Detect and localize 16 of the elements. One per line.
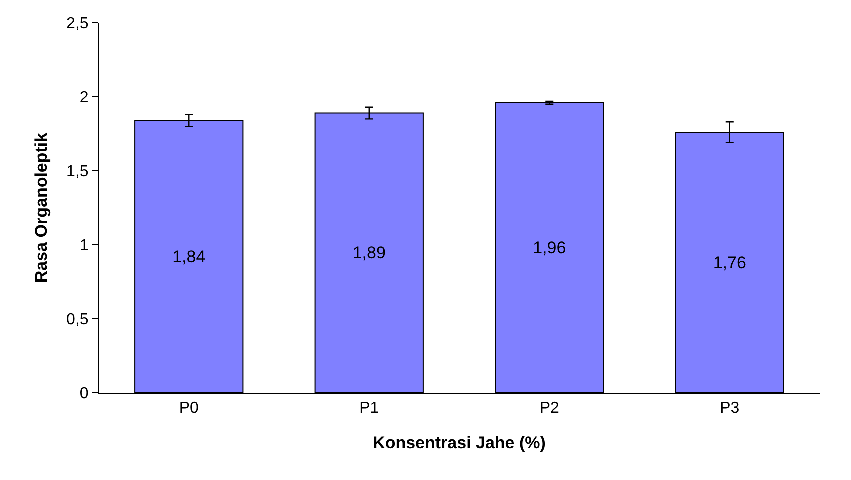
y-tick-label: 0,5 bbox=[66, 312, 89, 329]
data-label: 1,96 bbox=[533, 238, 566, 258]
x-tick-label: P2 bbox=[540, 400, 560, 418]
x-axis-title: Konsentrasi Jahe (%) bbox=[373, 434, 546, 453]
y-tick-label: 2 bbox=[80, 90, 89, 107]
y-tick-label: 1,5 bbox=[66, 164, 89, 181]
y-axis-title: Rasa Organoleptik bbox=[32, 132, 52, 284]
x-tick-label: P1 bbox=[360, 400, 380, 418]
data-label: 1,76 bbox=[713, 253, 746, 272]
data-label: 1,84 bbox=[172, 247, 206, 266]
y-tick-label: 0 bbox=[80, 386, 89, 403]
data-label: 1,89 bbox=[352, 244, 386, 263]
x-tick-label: P3 bbox=[720, 400, 740, 418]
y-tick-label: 2,5 bbox=[66, 16, 89, 33]
x-tick-label: P0 bbox=[179, 400, 200, 418]
y-tick-label: 1 bbox=[80, 238, 89, 255]
